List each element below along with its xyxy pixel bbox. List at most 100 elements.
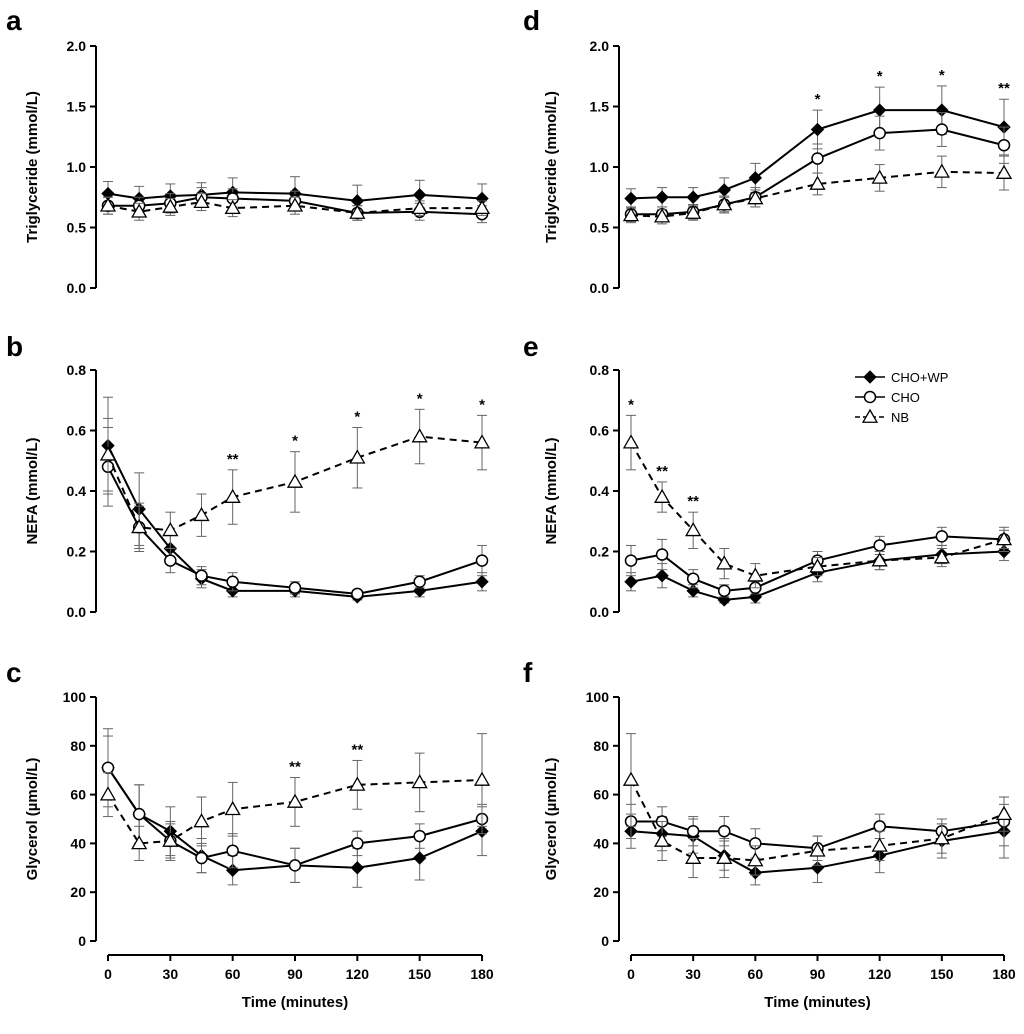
- y-tick-label: 0.8: [67, 362, 87, 378]
- triangle-marker: [685, 522, 702, 537]
- panel-letter: b: [6, 331, 23, 362]
- x-tick-label: 30: [163, 966, 179, 982]
- significance-marker: *: [354, 408, 360, 425]
- y-tick-label: 2.0: [590, 38, 610, 54]
- series-line: [630, 442, 1005, 577]
- circle-marker: [413, 575, 426, 588]
- y-tick-label: 1.5: [67, 99, 87, 115]
- triangle-marker: [193, 813, 210, 828]
- triangle-marker: [716, 849, 733, 864]
- y-tick-label: 80: [593, 738, 609, 754]
- triangle-marker: [349, 204, 366, 219]
- legend-label: NB: [891, 410, 909, 425]
- diamond-marker: [655, 190, 669, 204]
- triangle-marker: [685, 204, 702, 219]
- triangle-marker: [871, 837, 888, 852]
- triangle-marker: [871, 169, 888, 184]
- triangle-marker: [653, 208, 671, 223]
- series-nb: [622, 414, 1013, 589]
- circle-marker: [873, 820, 886, 833]
- triangle-marker: [349, 449, 366, 464]
- y-tick-label: 40: [593, 835, 609, 851]
- x-tick-label: 90: [810, 966, 826, 982]
- triangle-marker: [411, 199, 428, 215]
- circle-marker: [997, 138, 1011, 152]
- circle-marker: [195, 851, 208, 865]
- y-tick-label: 1.0: [590, 159, 610, 175]
- diamond-marker: [748, 171, 763, 185]
- triangle-marker: [193, 506, 210, 522]
- triangle-marker: [995, 164, 1013, 179]
- panel-letter: c: [6, 657, 22, 688]
- y-tick-label: 0.4: [590, 483, 610, 499]
- x-tick-label: 120: [346, 966, 370, 982]
- diamond-marker: [475, 575, 489, 589]
- circle-marker: [413, 829, 426, 843]
- diamond-marker: [350, 861, 365, 875]
- y-tick-label: 0: [601, 933, 609, 949]
- diamond-marker: [717, 183, 731, 197]
- significance-marker: *: [292, 433, 298, 450]
- circle-marker: [718, 824, 731, 838]
- panel-f: f 0 20 40 60 80 100 Glycerol (µmol/L) 0 30 60 90 120…: [523, 657, 1016, 1011]
- significance-marker: *: [815, 91, 821, 108]
- triangle-marker: [473, 434, 491, 449]
- triangle-marker: [809, 558, 826, 573]
- legend-label: CHO+WP: [891, 370, 948, 385]
- x-tick-label: 0: [627, 966, 635, 982]
- series-nb: [99, 193, 491, 221]
- triangle-marker: [809, 842, 826, 857]
- triangle-marker: [162, 832, 179, 847]
- y-tick-label: 0.8: [590, 362, 610, 378]
- y-tick-label: 20: [70, 884, 86, 900]
- significance-marker: *: [417, 390, 423, 407]
- x-tick-label: 60: [748, 966, 764, 982]
- circle-marker: [288, 581, 302, 595]
- x-tick-label: 90: [287, 966, 303, 982]
- circle-marker: [288, 859, 302, 872]
- x-axis-title: Time (minutes): [242, 994, 348, 1011]
- panel-letter: f: [523, 657, 533, 688]
- triangle-marker: [809, 175, 826, 190]
- circle-marker: [935, 530, 949, 543]
- series-nb: [99, 408, 491, 549]
- triangle-marker: [995, 531, 1013, 546]
- triangle-marker: [747, 852, 764, 867]
- triangle-marker: [622, 207, 640, 222]
- triangle-marker: [131, 518, 148, 534]
- circle-marker: [351, 587, 364, 601]
- diamond-marker: [624, 191, 638, 206]
- triangle-marker: [933, 830, 950, 845]
- diamond-marker: [872, 103, 887, 117]
- y-tick-label: 0.4: [67, 483, 87, 499]
- x-tick-label: 180: [992, 966, 1016, 982]
- triangle-marker: [685, 849, 702, 864]
- y-tick-label: 40: [70, 835, 86, 851]
- triangle-marker: [995, 805, 1013, 821]
- y-tick-label: 0.0: [67, 604, 87, 620]
- significance-marker: *: [939, 67, 945, 84]
- diamond-marker: [412, 188, 427, 202]
- triangle-marker: [224, 199, 241, 215]
- y-tick-label: 0.0: [590, 280, 610, 296]
- triangle-marker: [162, 522, 179, 537]
- circle-marker: [873, 539, 886, 552]
- triangle-marker: [473, 771, 491, 786]
- circle-marker: [132, 807, 146, 821]
- triangle-marker: [131, 835, 148, 850]
- y-tick-label: 0.0: [67, 280, 87, 296]
- diamond-marker: [624, 575, 638, 589]
- circle-marker: [351, 837, 364, 850]
- y-tick-label: 0.6: [590, 423, 610, 439]
- triangle-marker: [716, 555, 733, 570]
- circle-marker: [226, 844, 239, 857]
- x-tick-label: 180: [470, 966, 494, 982]
- significance-marker: **: [351, 741, 363, 758]
- triangle-marker: [193, 193, 210, 208]
- diamond-marker: [686, 190, 700, 204]
- y-tick-label: 0.6: [67, 423, 87, 439]
- significance-marker: **: [227, 451, 239, 468]
